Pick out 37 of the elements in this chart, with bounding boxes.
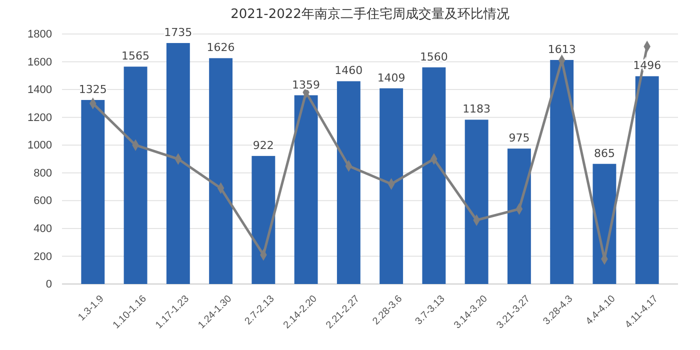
y-tick-label: 1800 bbox=[28, 28, 52, 41]
y-tick-label: 200 bbox=[34, 250, 52, 263]
data-label: 1359 bbox=[292, 78, 320, 92]
data-label: 1560 bbox=[420, 50, 448, 64]
y-tick-label: 400 bbox=[34, 222, 52, 235]
y-tick-label: 600 bbox=[34, 195, 52, 208]
data-label: 975 bbox=[508, 132, 530, 145]
y-tick-label: 1000 bbox=[28, 140, 52, 152]
bar bbox=[166, 43, 190, 284]
bar bbox=[252, 156, 276, 284]
bar bbox=[635, 76, 659, 284]
data-label: 1626 bbox=[206, 41, 235, 54]
data-label: 1565 bbox=[122, 50, 150, 63]
chart-title: 2021-2022年南京二手住宅周成交量及环比情况 bbox=[230, 6, 510, 22]
y-tick-label: 1200 bbox=[28, 112, 52, 124]
data-label: 1460 bbox=[334, 64, 363, 78]
bar bbox=[294, 95, 318, 284]
data-label: 922 bbox=[252, 138, 274, 152]
data-label: 1409 bbox=[377, 71, 406, 84]
data-label: 1735 bbox=[164, 26, 192, 40]
bar bbox=[81, 100, 105, 284]
bar bbox=[422, 67, 446, 284]
bar bbox=[124, 66, 148, 284]
bar bbox=[380, 88, 404, 284]
y-tick-label: 1600 bbox=[28, 56, 52, 68]
bar bbox=[550, 60, 574, 284]
data-label: 865 bbox=[594, 146, 615, 160]
data-label: 1325 bbox=[78, 82, 107, 96]
data-label: 1613 bbox=[548, 42, 576, 56]
y-tick-label: 800 bbox=[34, 167, 52, 180]
y-tick-label: 1400 bbox=[28, 84, 52, 96]
bar bbox=[336, 81, 360, 284]
bar bbox=[209, 58, 233, 284]
bar bbox=[507, 148, 531, 284]
data-label: 1183 bbox=[462, 102, 491, 116]
y-tick-label: 0 bbox=[46, 278, 52, 291]
bar bbox=[464, 120, 488, 284]
